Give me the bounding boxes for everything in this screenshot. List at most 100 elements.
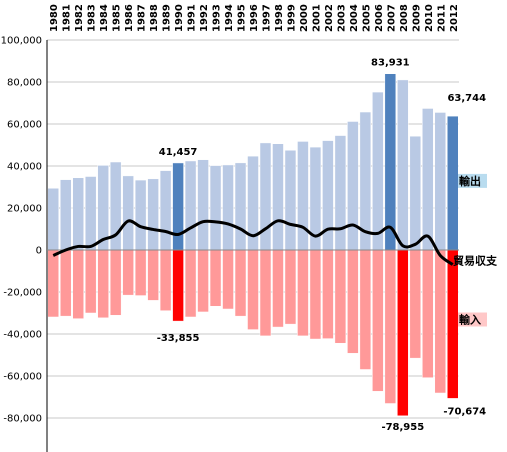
x-tick-label: 1982	[74, 4, 85, 32]
x-tick-label: 1992	[199, 4, 210, 32]
export-bar	[184, 160, 197, 251]
x-tick-label: 1980	[49, 4, 60, 32]
export-bar	[209, 165, 222, 251]
import-bar	[322, 249, 334, 339]
x-tick-label: 1987	[137, 4, 148, 32]
x-tick-label: 2003	[336, 4, 347, 32]
import-bar	[422, 249, 434, 378]
export-bar	[134, 179, 147, 251]
x-tick-label: 2000	[299, 4, 310, 32]
y-tick-label: 20,000	[7, 204, 42, 215]
x-tick-label: 1995	[237, 4, 248, 32]
import-bar	[384, 249, 397, 404]
export-bar	[122, 175, 134, 251]
import-bar	[259, 249, 272, 337]
export-bar	[222, 164, 234, 251]
x-tick-label: 2010	[424, 4, 435, 32]
export-bar	[47, 188, 59, 251]
import-bar	[284, 249, 297, 325]
x-tick-label: 2008	[399, 4, 410, 32]
import-bar	[84, 249, 97, 314]
x-tick-label: 1998	[274, 4, 285, 32]
import-bar	[209, 249, 222, 307]
legend-balance-label: 貿易収支	[453, 254, 498, 268]
export-bar	[72, 177, 84, 251]
data-label: 63,744	[447, 93, 486, 104]
x-tick-label: 1999	[286, 4, 297, 32]
y-tick-label: -20,000	[3, 288, 42, 299]
import-bar	[97, 249, 109, 319]
x-tick-label: 2005	[361, 4, 372, 32]
y-tick-label: 40,000	[7, 162, 42, 173]
x-tick-label: 2007	[386, 4, 397, 32]
y-tick-label: 60,000	[7, 120, 42, 131]
import-bar	[397, 249, 409, 417]
export-bar	[434, 112, 447, 251]
export-bar	[334, 135, 347, 251]
export-bar	[259, 142, 272, 251]
data-label: -70,674	[443, 406, 486, 417]
legend-import-label: 輸入	[459, 313, 481, 327]
import-bar	[372, 249, 384, 392]
export-bar	[84, 176, 97, 251]
import-bar	[59, 249, 72, 317]
x-tick-label: 1990	[174, 4, 185, 32]
export-bar	[372, 91, 384, 251]
import-bar	[159, 249, 172, 311]
import-bar	[47, 249, 59, 318]
x-tick-label: 1989	[162, 4, 173, 32]
x-tick-label: 2002	[324, 4, 335, 32]
export-bar	[297, 141, 309, 251]
export-bar	[234, 162, 247, 251]
data-label: 83,931	[371, 58, 410, 69]
import-bar	[122, 249, 134, 296]
import-bar	[359, 249, 372, 370]
export-bar	[159, 170, 172, 251]
export-bar	[447, 115, 459, 251]
import-bar	[172, 249, 184, 322]
export-bar	[59, 179, 72, 251]
export-bar	[422, 108, 434, 251]
export-bar	[347, 121, 359, 251]
y-tick-label: 100,000	[1, 36, 42, 47]
import-bar	[109, 249, 122, 316]
import-bar	[347, 249, 359, 354]
x-tick-label: 2004	[349, 4, 360, 32]
legend-export-box	[458, 173, 487, 188]
x-tick-label: 1996	[249, 4, 260, 32]
x-tick-label: 1981	[62, 4, 73, 32]
import-bar	[409, 249, 422, 359]
x-tick-label: 1986	[124, 4, 135, 32]
y-tick-label: -80,000	[3, 414, 42, 425]
y-tick-label: -60,000	[3, 372, 42, 383]
x-tick-label: 2001	[311, 4, 322, 32]
data-label: -33,855	[157, 333, 200, 344]
export-bar	[322, 140, 334, 251]
import-bar	[309, 249, 322, 340]
import-bar	[272, 249, 284, 328]
x-tick-label: 1991	[187, 4, 198, 32]
x-tick-label: 1997	[261, 4, 272, 32]
import-bar	[297, 249, 309, 337]
import-bar	[134, 249, 147, 296]
export-bar	[409, 135, 422, 251]
data-label: 41,457	[159, 147, 198, 158]
import-bar	[334, 249, 347, 344]
data-label: -78,955	[381, 422, 424, 433]
export-bar	[197, 159, 209, 251]
import-bar	[184, 249, 197, 318]
import-bar	[447, 249, 459, 399]
x-tick-label: 1994	[224, 4, 235, 32]
x-tick-label: 2012	[449, 4, 460, 32]
export-bar	[284, 150, 297, 251]
import-bar	[147, 249, 159, 301]
x-tick-label: 1993	[212, 4, 223, 32]
import-bar	[247, 249, 259, 330]
legend-import-box	[458, 312, 487, 327]
x-tick-label: 1983	[87, 4, 98, 32]
y-tick-label: -40,000	[3, 330, 42, 341]
import-bar	[72, 249, 84, 319]
export-bar	[147, 178, 159, 251]
